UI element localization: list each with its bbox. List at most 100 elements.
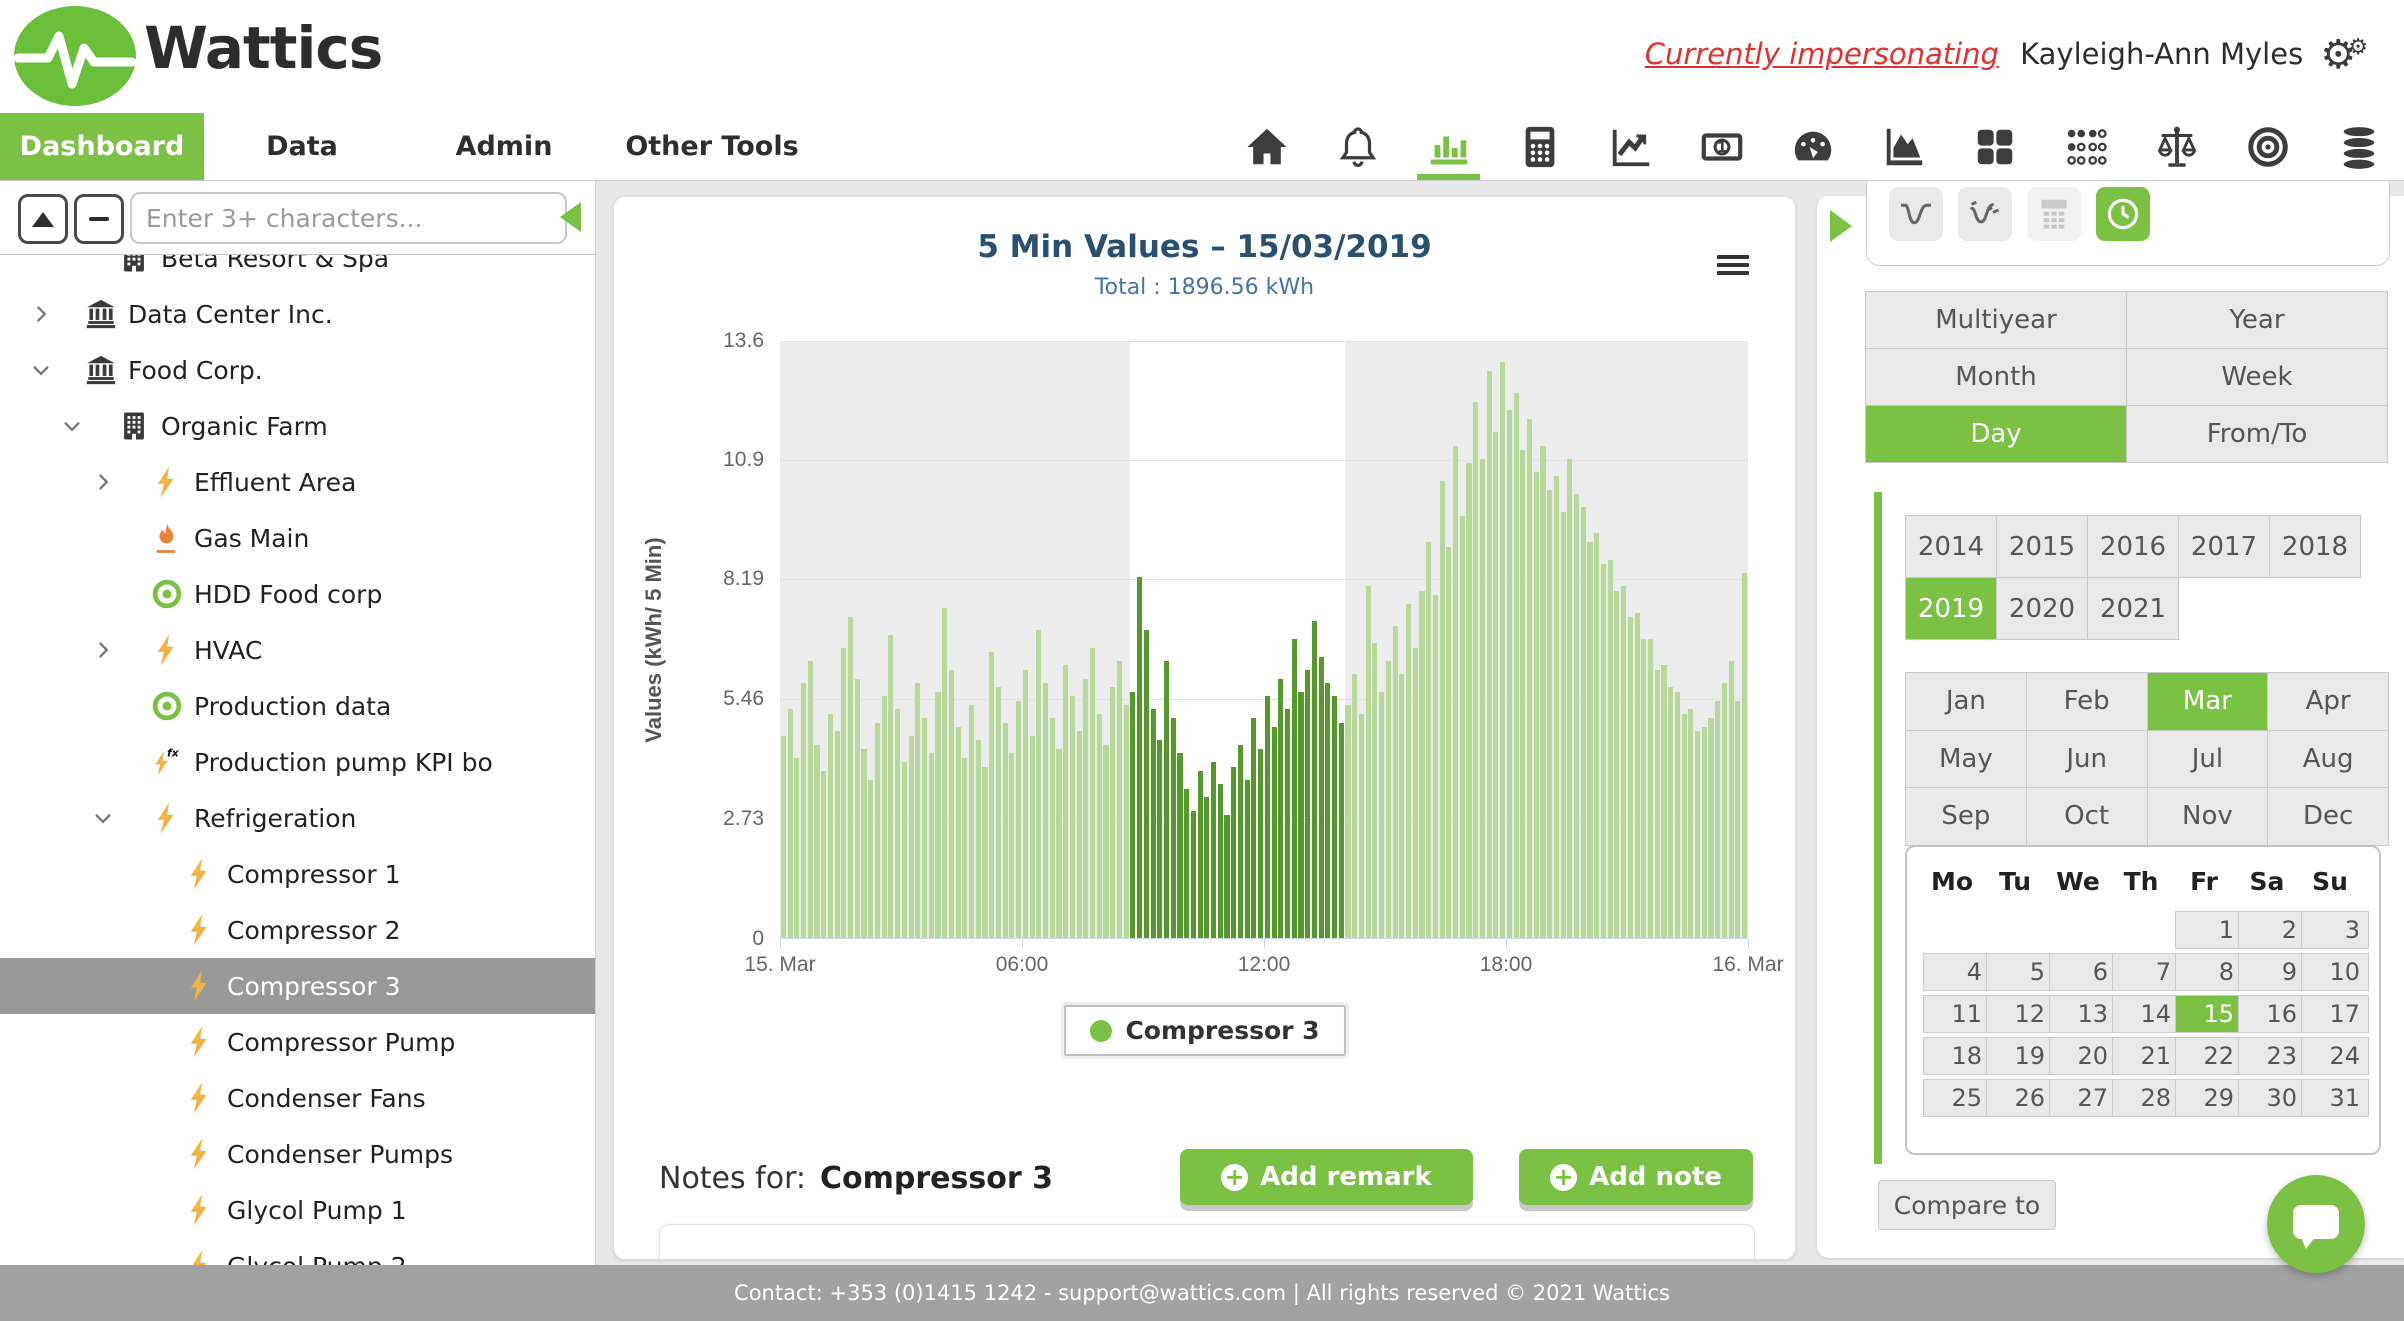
bell-icon[interactable] — [1312, 113, 1403, 180]
tree-item-data-center-inc-[interactable]: Data Center Inc. — [0, 286, 595, 342]
clock-view-button[interactable] — [2096, 187, 2150, 241]
calendar-day-11[interactable]: 11 — [1923, 995, 1991, 1033]
tab-other-tools[interactable]: Other Tools — [625, 131, 799, 162]
month-mar-button[interactable]: Mar — [2146, 672, 2269, 731]
chart-legend[interactable]: Compressor 3 — [1060, 1002, 1349, 1059]
month-jun-button[interactable]: Jun — [2025, 729, 2148, 789]
tree-item-glycol-pump-1[interactable]: Glycol Pump 1 — [0, 1182, 595, 1238]
home-icon[interactable] — [1221, 113, 1312, 180]
calendar-day-31[interactable]: 31 — [2301, 1079, 2369, 1117]
calendar-day-5[interactable]: 5 — [1986, 953, 2054, 991]
year-2016-button[interactable]: 2016 — [2087, 515, 2179, 578]
period-year-button[interactable]: Year — [2126, 291, 2388, 349]
database-icon[interactable] — [2313, 113, 2404, 180]
calendar-day-30[interactable]: 30 — [2238, 1079, 2306, 1117]
tree-item-gas-main[interactable]: Gas Main — [0, 510, 595, 566]
calendar-day-4[interactable]: 4 — [1923, 953, 1991, 991]
table-view-button[interactable] — [2027, 187, 2081, 241]
tree-item-condenser-fans[interactable]: Condenser Fans — [0, 1070, 595, 1126]
calendar-day-6[interactable]: 6 — [2049, 953, 2117, 991]
bar-chart-icon[interactable] — [1403, 113, 1494, 180]
calendar-day-22[interactable]: 22 — [2175, 1037, 2243, 1075]
tree-item-hdd-food-corp[interactable]: HDD Food corp — [0, 566, 595, 622]
target-icon[interactable] — [2222, 113, 2313, 180]
calendar-day-10[interactable]: 10 — [2301, 953, 2369, 991]
period-day-button[interactable]: Day — [1865, 405, 2127, 463]
tree-item-effluent-area[interactable]: Effluent Area — [0, 454, 595, 510]
tree-item-production-data[interactable]: Production data — [0, 678, 595, 734]
impersonating-link[interactable]: Currently impersonating — [1644, 37, 1999, 71]
scale-icon[interactable] — [2131, 113, 2222, 180]
month-apr-button[interactable]: Apr — [2267, 672, 2389, 731]
chevron-right-icon[interactable] — [90, 637, 116, 663]
calendar-day-3[interactable]: 3 — [2301, 911, 2369, 949]
calendar-day-28[interactable]: 28 — [2112, 1079, 2180, 1117]
tree-item-compressor-3[interactable]: Compressor 3 — [0, 958, 595, 1014]
tree-item-food-corp-[interactable]: Food Corp. — [0, 342, 595, 398]
chevron-down-icon[interactable] — [59, 413, 85, 439]
wattics-logo-icon[interactable] — [14, 6, 136, 106]
period-month-button[interactable]: Month — [1865, 348, 2127, 406]
month-aug-button[interactable]: Aug — [2267, 729, 2389, 789]
calendar-day-12[interactable]: 12 — [1986, 995, 2054, 1033]
calendar-day-18[interactable]: 18 — [1923, 1037, 1991, 1075]
tab-dashboard[interactable]: Dashboard — [0, 113, 204, 180]
tree-item-compressor-2[interactable]: Compressor 2 — [0, 902, 595, 958]
calendar-day-27[interactable]: 27 — [2049, 1079, 2117, 1117]
tree-item-glycol-pump-2[interactable]: Glycol Pump 2 — [0, 1238, 595, 1265]
area-chart-icon[interactable] — [1858, 113, 1949, 180]
calendar-day-23[interactable]: 23 — [2238, 1037, 2306, 1075]
period-week-button[interactable]: Week — [2126, 348, 2388, 406]
period-from-to-button[interactable]: From/To — [2126, 405, 2388, 463]
calendar-day-8[interactable]: 8 — [2175, 953, 2243, 991]
month-feb-button[interactable]: Feb — [2025, 672, 2148, 731]
curve-view-button[interactable] — [1889, 187, 1943, 241]
calendar-day-26[interactable]: 26 — [1986, 1079, 2054, 1117]
period-multiyear-button[interactable]: Multiyear — [1865, 291, 2127, 349]
chevron-down-icon[interactable] — [90, 805, 116, 831]
month-may-button[interactable]: May — [1905, 729, 2027, 789]
calendar-day-14[interactable]: 14 — [2112, 995, 2180, 1033]
month-oct-button[interactable]: Oct — [2025, 787, 2148, 846]
year-2019-button[interactable]: 2019 — [1905, 577, 1997, 640]
calendar-day-7[interactable]: 7 — [2112, 953, 2180, 991]
year-2015-button[interactable]: 2015 — [1996, 515, 2088, 578]
tree-item-condenser-pumps[interactable]: Condenser Pumps — [0, 1126, 595, 1182]
calendar-day-20[interactable]: 20 — [2049, 1037, 2117, 1075]
calendar-day-21[interactable]: 21 — [2112, 1037, 2180, 1075]
calendar-day-16[interactable]: 16 — [2238, 995, 2306, 1033]
year-2018-button[interactable]: 2018 — [2269, 515, 2361, 578]
year-2017-button[interactable]: 2017 — [2178, 515, 2270, 578]
calendar-day-15[interactable]: 15 — [2175, 995, 2243, 1033]
tree-item-hvac[interactable]: HVAC — [0, 622, 595, 678]
grid-icon[interactable] — [1949, 113, 2040, 180]
month-sep-button[interactable]: Sep — [1905, 787, 2027, 846]
tree-item-compressor-pump[interactable]: Compressor Pump — [0, 1014, 595, 1070]
compare-to-button[interactable]: Compare to — [1878, 1180, 2056, 1230]
dots-grid-icon[interactable] — [2040, 113, 2131, 180]
money-icon[interactable]: 1 — [1676, 113, 1767, 180]
tree-item-refrigeration[interactable]: Refrigeration — [0, 790, 595, 846]
calendar-day-9[interactable]: 9 — [2238, 953, 2306, 991]
year-2021-button[interactable]: 2021 — [2087, 577, 2179, 640]
chevron-down-icon[interactable] — [28, 357, 54, 383]
month-dec-button[interactable]: Dec — [2267, 787, 2389, 846]
tree-item-compressor-1[interactable]: Compressor 1 — [0, 846, 595, 902]
tree-search-input[interactable] — [130, 192, 567, 244]
month-jan-button[interactable]: Jan — [1905, 672, 2027, 731]
calendar-day-13[interactable]: 13 — [2049, 995, 2117, 1033]
year-2014-button[interactable]: 2014 — [1905, 515, 1997, 578]
calendar-day-17[interactable]: 17 — [2301, 995, 2369, 1033]
trend-icon[interactable] — [1585, 113, 1676, 180]
tree-item-organic-farm[interactable]: Organic Farm — [0, 398, 595, 454]
chevron-right-icon[interactable] — [28, 301, 54, 327]
calculator-icon[interactable] — [1494, 113, 1585, 180]
year-2020-button[interactable]: 2020 — [1996, 577, 2088, 640]
curve-marker-view-button[interactable] — [1958, 187, 2012, 241]
calendar-day-29[interactable]: 29 — [2175, 1079, 2243, 1117]
month-nov-button[interactable]: Nov — [2146, 787, 2269, 846]
support-chat-button[interactable] — [2267, 1175, 2365, 1273]
add-remark-button[interactable]: + Add remark — [1180, 1149, 1473, 1205]
month-jul-button[interactable]: Jul — [2146, 729, 2269, 789]
calendar-day-19[interactable]: 19 — [1986, 1037, 2054, 1075]
